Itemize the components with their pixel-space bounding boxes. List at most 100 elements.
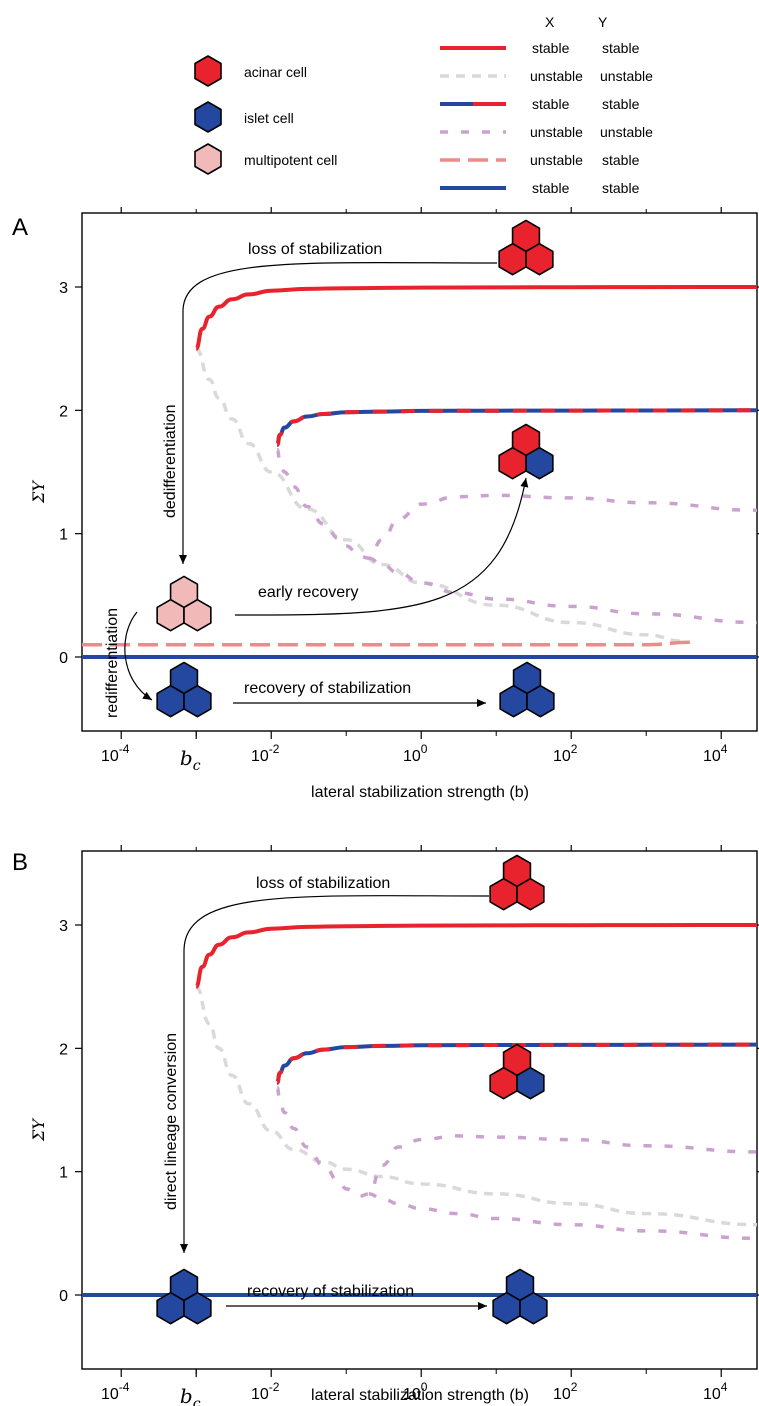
legend-islet-item: islet cell (194, 101, 294, 133)
legend-cells: acinar cell islet cell multipotent cell (194, 55, 337, 175)
cluster-left-cell (156, 1291, 185, 1325)
panel-b-islet-cluster-right (492, 1268, 548, 1325)
cluster-left-cell (499, 684, 528, 718)
panel-b-recovery-label: recovery of stabilization (247, 1283, 414, 1300)
y-tick-label: 1 (59, 527, 68, 544)
cluster-right-cell (183, 1291, 212, 1325)
y-tick-label: 3 (59, 918, 68, 935)
legend-line-row: unstable unstable (440, 124, 653, 140)
x-tick-label: 10-4 (101, 1380, 130, 1403)
cluster-right-cell (525, 242, 554, 276)
panel-a-rediff-arrow (124, 611, 153, 701)
cluster-right-cell (519, 1291, 548, 1325)
legend-islet-label: islet cell (244, 110, 294, 126)
panel-label-a: A (12, 214, 28, 241)
series-pink-dash (82, 640, 692, 647)
series-purple-dash (275, 1086, 757, 1199)
panel-a-recovery-label: recovery of stabilization (244, 680, 411, 697)
panel-a-early-arrow (234, 477, 529, 616)
legend-acinar-label: acinar cell (244, 64, 307, 80)
panel-b-ticks: 0 1 2 3 10-4 10-2 100 102 104 bc (59, 845, 759, 1406)
panel-a-mixed-cluster (498, 423, 554, 480)
y-tick-label: 3 (59, 280, 68, 297)
hexagon-cell (194, 101, 222, 133)
multipotent-hex-icon (194, 143, 222, 175)
cluster-left-cell (156, 598, 185, 632)
y-tick-label: 0 (59, 650, 68, 667)
legend-multipotent-label: multipotent cell (244, 152, 337, 168)
legend-line-row: stable stable (440, 96, 640, 112)
panel-a-curves (82, 285, 757, 660)
x-tick-label: 10-2 (251, 742, 280, 765)
panel-b-frame (81, 850, 758, 1370)
panel-a-islet-cluster-right (499, 661, 555, 718)
x-tick-label: 100 (403, 742, 428, 765)
series-red-solid (194, 285, 757, 351)
legend-line-row: stable stable (440, 180, 640, 196)
cluster-right-cell (526, 684, 555, 718)
panel-a-rediff-label: redifferentiation (104, 608, 121, 718)
panel-a-islet-cluster-left (156, 661, 212, 718)
acinar-hex-icon (194, 55, 222, 87)
panel-a-ylabel: ΣY (29, 480, 48, 504)
cluster-left-cell (498, 242, 527, 276)
legend-multipotent-item: multipotent cell (194, 143, 337, 175)
curve-group (82, 923, 757, 1298)
cluster-right-cell (516, 877, 545, 911)
cluster-left-cell (498, 446, 527, 480)
hexagon-cell (194, 143, 222, 175)
series-purple-dash (368, 1192, 757, 1241)
legend-line-x-state: unstable (530, 124, 583, 140)
panel-a-ticks: 0 1 2 3 10-4 10-2 100 102 104 bc (59, 207, 759, 774)
cluster-left-cell (492, 1291, 521, 1325)
panel-label-b: B (12, 849, 28, 876)
panel-b-chart: 0 1 2 3 10-4 10-2 100 102 104 bc lateral stabiliz… (29, 845, 759, 1406)
hexagon-cell (194, 55, 222, 87)
legend-line-y-state: stable (602, 152, 640, 168)
legend-acinar-item: acinar cell (194, 55, 307, 87)
x-tick-label: 100 (403, 1380, 428, 1403)
legend-line-y-state: stable (602, 40, 640, 56)
legend-line-x-state: unstable (530, 68, 583, 84)
curve-group (82, 285, 757, 660)
y-tick-label: 1 (59, 1165, 68, 1182)
legend-line-x-state: unstable (530, 152, 583, 168)
y-tick-label: 2 (59, 1041, 68, 1058)
legend-line-x-state: stable (532, 40, 570, 56)
legend-line-y-state: unstable (600, 68, 653, 84)
panel-a-multipotent-cluster (156, 575, 212, 632)
x-tick-label: 102 (553, 742, 578, 765)
x-tick-label: 102 (553, 1380, 578, 1403)
panel-a-loss-label: loss of stabilization (248, 241, 382, 258)
x-tick-label: 10-4 (101, 742, 130, 765)
panel-b-loss-label: loss of stabilization (256, 875, 390, 892)
panel-b-direct-label: direct lineage conversion (163, 1033, 180, 1210)
bc-tick-label: bc (180, 746, 201, 774)
panel-a-loss-arrow (179, 262, 498, 564)
cluster-right-cell (525, 446, 554, 480)
panel-a-xlabel: lateral stabilization strength (b) (311, 784, 529, 801)
cluster-right-cell (183, 598, 212, 632)
series-blue-red-solid (275, 1042, 757, 1085)
bc-tick-label: bc (180, 1384, 201, 1406)
legend-header-x: X (545, 14, 555, 30)
cluster-right-cell (516, 1066, 545, 1100)
legend-line-row: unstable unstable (440, 68, 653, 84)
legend-line-y-state: stable (602, 96, 640, 112)
panel-b-islet-cluster-left (156, 1268, 212, 1325)
cluster-left-cell (489, 877, 518, 911)
panel-b-acinar-cluster (489, 854, 545, 911)
series-blue-red-solid (275, 408, 757, 447)
panel-a-chart: 0 1 2 3 10-4 10-2 100 102 104 bc lateral stabiliz… (29, 207, 759, 801)
series-red-solid (194, 923, 757, 989)
islet-hex-icon (194, 101, 222, 133)
legend-line-x-state: stable (532, 180, 570, 196)
legend-line-row: stable stable (440, 40, 640, 56)
panel-b-ylabel: ΣY (29, 1118, 48, 1142)
y-tick-label: 2 (59, 403, 68, 420)
legend-header-y: Y (598, 14, 608, 30)
series-gray-dash (195, 984, 757, 1227)
panel-b-mixed-cluster (489, 1043, 545, 1100)
cluster-right-cell (183, 684, 212, 718)
x-tick-label: 104 (703, 742, 728, 765)
